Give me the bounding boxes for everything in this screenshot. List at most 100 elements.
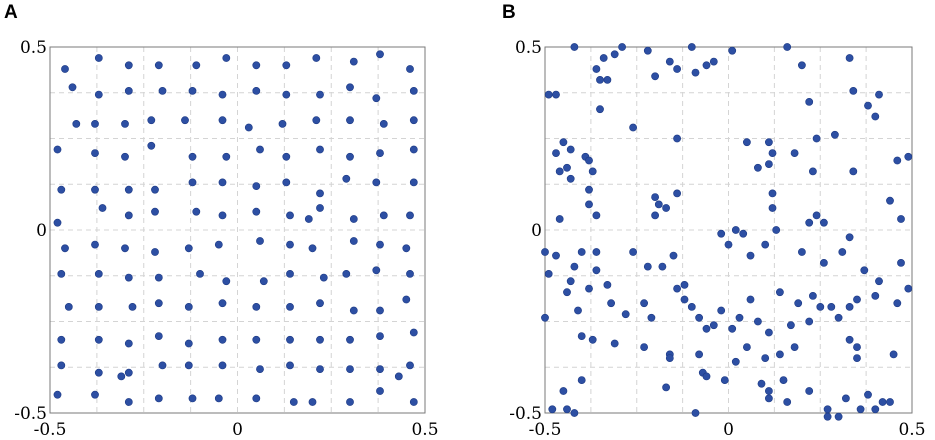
data-point — [252, 182, 261, 190]
data-point — [349, 57, 358, 66]
data-point — [214, 394, 223, 403]
data-point — [222, 277, 231, 286]
data-point — [342, 269, 351, 278]
data-point — [585, 156, 593, 165]
data-point — [563, 405, 571, 414]
data-point — [218, 335, 227, 344]
data-point — [53, 145, 62, 154]
data-point — [372, 94, 381, 103]
data-point — [409, 398, 418, 406]
data-point — [566, 145, 575, 154]
data-point — [691, 409, 700, 417]
data-point — [680, 280, 689, 289]
data-point — [805, 387, 814, 395]
data-point — [256, 145, 264, 154]
data-point — [577, 248, 586, 256]
data-point — [563, 288, 571, 297]
data-point — [124, 273, 133, 282]
data-point — [406, 211, 414, 220]
data-point — [91, 120, 99, 128]
data-point — [57, 335, 66, 344]
data-point — [643, 46, 652, 55]
data-point — [124, 211, 133, 220]
data-point — [409, 116, 418, 125]
data-point — [57, 185, 66, 194]
data-point — [695, 313, 703, 322]
data-point — [647, 313, 656, 322]
data-point — [252, 61, 261, 70]
data-point — [845, 54, 854, 62]
data-point — [552, 149, 560, 157]
data-point — [577, 332, 586, 340]
data-point — [94, 269, 103, 278]
data-point — [823, 412, 832, 421]
data-point — [566, 277, 575, 286]
data-point — [588, 335, 597, 344]
data-point — [376, 387, 384, 395]
data-point — [754, 317, 762, 326]
data-point — [889, 350, 898, 359]
data-point — [184, 302, 193, 311]
data-point — [761, 354, 770, 362]
data-point — [53, 390, 62, 399]
data-point — [94, 302, 103, 311]
data-point — [838, 248, 847, 256]
data-point — [809, 167, 817, 176]
data-point — [739, 229, 748, 238]
panel-a-grid — [50, 47, 425, 413]
data-point — [316, 335, 324, 344]
data-point — [702, 324, 711, 333]
data-point — [827, 302, 836, 311]
data-point — [346, 116, 354, 125]
data-point — [184, 244, 193, 253]
data-point — [316, 204, 324, 212]
panel-a-frame — [49, 46, 426, 414]
data-point — [871, 405, 880, 414]
data-point — [544, 90, 553, 99]
data-point — [406, 269, 414, 278]
data-point — [376, 306, 384, 315]
data-point — [717, 306, 726, 315]
data-point — [563, 163, 571, 172]
data-point — [787, 321, 795, 330]
panel-b: B -0.5 0 0.5 0.5 0 -0.5 — [502, 2, 926, 440]
data-point — [124, 398, 133, 406]
panel-b-xtick-mid: 0 — [723, 420, 734, 440]
panel-a-xtick-min: -0.5 — [34, 420, 67, 440]
data-point — [651, 72, 659, 81]
data-point — [286, 269, 294, 278]
data-point — [798, 248, 806, 256]
data-point — [658, 262, 667, 271]
data-point — [184, 361, 193, 370]
data-point — [188, 87, 197, 95]
data-point — [757, 379, 766, 388]
data-point — [252, 302, 261, 311]
data-point — [746, 295, 755, 304]
data-point — [805, 317, 814, 326]
data-point — [592, 266, 601, 275]
data-point — [731, 226, 740, 234]
data-point — [765, 394, 773, 403]
data-point — [864, 101, 872, 110]
data-point — [124, 339, 133, 348]
data-point — [555, 215, 564, 223]
data-point — [893, 299, 902, 308]
panel-b-frame — [544, 46, 913, 414]
data-point — [406, 361, 414, 370]
data-point — [790, 343, 799, 351]
data-point — [304, 215, 313, 223]
data-point — [853, 343, 861, 351]
data-point — [151, 248, 159, 256]
data-point — [570, 409, 579, 417]
data-point — [91, 185, 99, 194]
data-point — [181, 116, 189, 125]
data-point — [61, 244, 69, 253]
data-point — [768, 149, 777, 157]
data-point — [346, 365, 354, 373]
data-point — [904, 152, 913, 161]
data-point — [259, 277, 268, 286]
data-point — [124, 61, 133, 70]
data-point — [812, 211, 821, 220]
data-point — [790, 149, 799, 157]
